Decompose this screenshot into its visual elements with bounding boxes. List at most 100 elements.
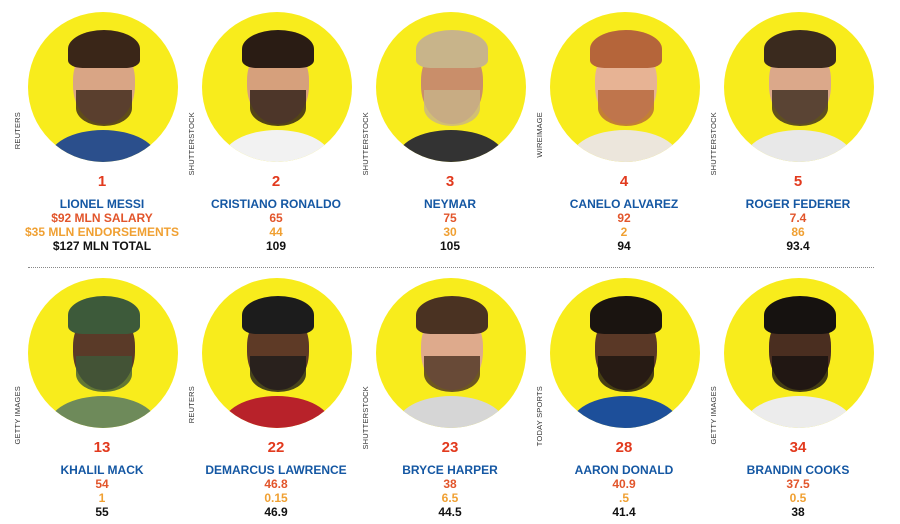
salary: 54: [95, 477, 109, 491]
shirt: [396, 396, 506, 428]
photo-credit: GETTY IMAGES: [13, 386, 22, 445]
salary: 65: [269, 211, 283, 225]
salary: 7.4: [789, 211, 807, 225]
athlete-name: CANELO ALVAREZ: [569, 197, 679, 211]
rank: 4: [619, 173, 629, 190]
endorsements: .5: [618, 491, 629, 505]
shirt: [744, 130, 854, 162]
rank: 3: [445, 173, 455, 190]
salary: 37.5: [786, 477, 810, 491]
beard: [424, 356, 480, 392]
beard: [598, 90, 654, 126]
athlete-photo: [550, 12, 700, 162]
endorsements: 0.15: [264, 491, 288, 505]
hair: [416, 296, 488, 334]
shirt: [570, 396, 680, 428]
endorsements: 1: [98, 491, 106, 505]
total: 94: [617, 239, 631, 253]
total: 109: [265, 239, 287, 253]
endorsements: 2: [620, 225, 628, 239]
shirt: [570, 130, 680, 162]
athlete-photo: [28, 278, 178, 428]
hair: [764, 30, 836, 68]
athlete-name: BRANDIN COOKS: [746, 463, 850, 477]
hair: [242, 296, 314, 334]
total: 93.4: [786, 239, 810, 253]
salary: $92 MLN SALARY: [51, 211, 153, 225]
hair: [68, 30, 140, 68]
beard: [772, 356, 828, 392]
rank: 5: [793, 173, 803, 190]
total: 46.9: [264, 505, 288, 519]
beard: [598, 356, 654, 392]
athlete-photo: [376, 278, 526, 428]
athlete-name: NEYMAR: [423, 197, 476, 211]
athlete-photo: [550, 278, 700, 428]
endorsements: 44: [269, 225, 283, 239]
shirt: [48, 130, 158, 162]
shirt: [396, 130, 506, 162]
athlete-photo: [724, 278, 874, 428]
beard: [76, 356, 132, 392]
beard: [424, 90, 480, 126]
salary: 92: [617, 211, 631, 225]
hair: [764, 296, 836, 334]
rank: 28: [615, 439, 633, 456]
athlete-name: ROGER FEDERER: [745, 197, 851, 211]
rank: 22: [267, 439, 285, 456]
athlete-photo: [202, 278, 352, 428]
shirt: [222, 396, 332, 428]
photo-credit: SHUTTERSTOCK: [361, 112, 370, 176]
beard: [772, 90, 828, 126]
photo-credit: WIREIMAGE: [535, 112, 544, 158]
athlete-photo: [28, 12, 178, 162]
hair: [242, 30, 314, 68]
photo-credit: REUTERS: [187, 386, 196, 424]
shirt: [48, 396, 158, 428]
total: 55: [95, 505, 109, 519]
total: 105: [439, 239, 461, 253]
total: 41.4: [612, 505, 636, 519]
photo-credit: SHUTTERSTOCK: [709, 112, 718, 176]
shirt: [222, 130, 332, 162]
salary: 38: [443, 477, 457, 491]
athlete-name: DEMARCUS LAWRENCE: [205, 463, 347, 477]
row-divider: [28, 267, 874, 268]
endorsements: 0.5: [789, 491, 807, 505]
salary: 40.9: [612, 477, 636, 491]
athlete-name: KHALIL MACK: [60, 463, 144, 477]
endorsements: 30: [443, 225, 457, 239]
total: 44.5: [438, 505, 462, 519]
rank: 13: [93, 439, 111, 456]
hair: [590, 296, 662, 334]
athlete-photo: [202, 12, 352, 162]
total: $127 MLN TOTAL: [52, 239, 152, 253]
rank: 23: [441, 439, 459, 456]
endorsements: 6.5: [441, 491, 459, 505]
athlete-name: LIONEL MESSI: [59, 197, 145, 211]
hair: [590, 30, 662, 68]
shirt: [744, 396, 854, 428]
photo-credit: TODAY SPORTS: [535, 386, 544, 447]
athlete-photo: [724, 12, 874, 162]
rank: 34: [789, 439, 807, 456]
salary: 75: [443, 211, 457, 225]
athlete-photo: [376, 12, 526, 162]
rank: 2: [271, 173, 281, 190]
athlete-name: AARON DONALD: [574, 463, 674, 477]
photo-credit: SHUTTERSTOCK: [361, 386, 370, 450]
hair: [68, 296, 140, 334]
endorsements: 86: [791, 225, 805, 239]
athlete-name: BRYCE HARPER: [402, 463, 498, 477]
hair: [416, 30, 488, 68]
photo-credit: REUTERS: [13, 112, 22, 150]
rank: 1: [97, 173, 107, 190]
athlete-name: CRISTIANO RONALDO: [211, 197, 341, 211]
beard: [76, 90, 132, 126]
beard: [250, 90, 306, 126]
photo-credit: SHUTTERSTOCK: [187, 112, 196, 176]
salary: 46.8: [264, 477, 288, 491]
beard: [250, 356, 306, 392]
endorsements: $35 MLN ENDORSEMENTS: [24, 225, 180, 239]
total: 38: [791, 505, 805, 519]
